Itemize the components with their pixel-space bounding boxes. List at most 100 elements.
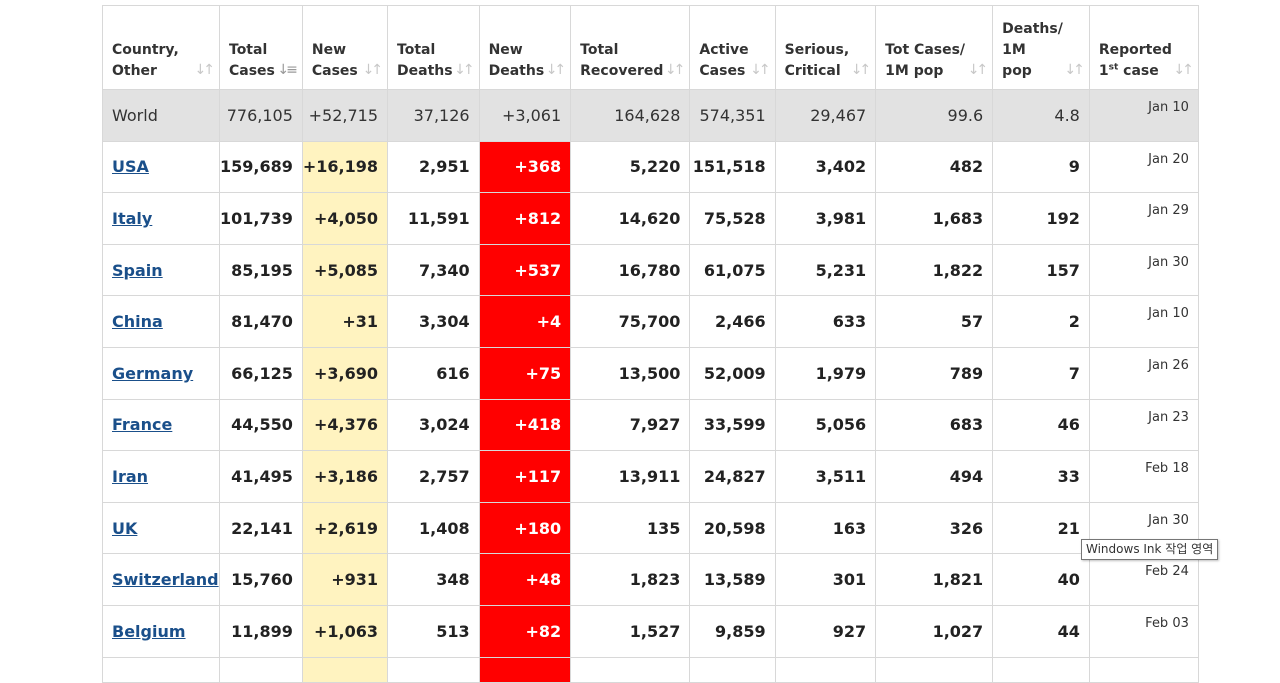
cell-total-deaths: 513 [387,604,480,658]
country-link[interactable]: China [112,312,163,332]
cell-country[interactable]: France [102,398,220,452]
cell-serious-critical: 1,979 [774,346,877,400]
country-link[interactable]: Switzerland [112,570,219,590]
cell-country[interactable]: China [102,295,220,348]
column-header-tot-cases-per-1m[interactable]: Tot Cases/1M pop ↓↑ [875,5,994,90]
column-header-active-cases[interactable]: Active Cases ↓↑ [689,5,776,90]
column-header-label: Total Deaths [397,42,453,79]
cell-tot-cases-per-1m: 1,821 [875,553,994,606]
cell-new-cases: +3,186 [301,450,389,503]
sort-arrows-icon[interactable]: ↓↑ [545,62,567,78]
table-row: France 44,550 +4,376 3,024 +418 7,927 33,599 5,… [102,398,1199,452]
cell-new-cases: +931 [301,553,389,606]
cell-country[interactable]: Italy [102,192,220,245]
sort-arrows-icon[interactable]: ↓↑ [967,62,989,78]
country-link[interactable]: France [112,415,173,435]
country-link[interactable]: Spain [112,260,163,280]
cell-new-deaths: +3,061 [478,89,572,142]
cell-total-deaths: 2,757 [387,450,480,503]
sort-arrows-icon[interactable]: ↓↑ [664,62,686,78]
cell-active-cases: 75,528 [689,192,776,245]
table-header-row: Country, Other ↓↑ Total Cases ↓≡ New Cases ↓↑ Tot… [102,5,1199,90]
column-header-total-cases[interactable]: Total Cases ↓≡ [219,5,303,90]
cell-total-cases: 22,141 [219,501,303,555]
country-link[interactable]: Italy [112,208,153,228]
cell-serious-critical: 633 [774,295,877,348]
sort-arrows-icon[interactable]: ↓↑ [362,62,384,78]
cell-new-cases: +52,715 [301,89,389,142]
sort-arrows-icon[interactable]: ↓↑ [194,62,216,78]
sort-desc-icon[interactable]: ↓≡ [277,62,298,78]
cell-active-cases: 9,859 [689,604,776,658]
cell-tot-cases-per-1m: 789 [875,346,994,400]
cell-first-case: Feb 24 [1088,553,1199,606]
cell-new-deaths: +180 [478,501,572,555]
country-link[interactable]: Iran [112,466,149,486]
sort-arrows-icon[interactable]: ↓↑ [750,62,771,78]
cell-serious-critical: 301 [774,553,877,606]
column-header-first-case[interactable]: Reported 1st case ↓↑ [1088,5,1199,90]
cell-active-cases: 20,598 [689,501,776,555]
table-row-partial [102,656,1199,683]
cell-serious-critical: 5,231 [774,243,877,297]
cell-new-deaths: +368 [478,140,572,194]
sort-arrows-icon[interactable]: ↓↑ [850,62,872,78]
cell-new-deaths: +82 [478,604,572,658]
windows-ink-tooltip: Windows Ink 작업 영역 [1081,539,1219,560]
column-header-country[interactable]: Country, Other ↓↑ [102,5,220,90]
column-header-new-deaths[interactable]: New Deaths ↓↑ [478,5,572,90]
table-row: Spain 85,195 +5,085 7,340 +537 16,780 61,075 5,… [102,243,1199,297]
cell-first-case: Jan 29 [1088,192,1199,245]
cell-total-deaths: 1,408 [387,501,480,555]
column-header-label: Deaths/1M pop [1002,21,1063,79]
cell-country[interactable]: Switzerland [102,553,220,606]
cell-total-recovered: 164,628 [570,89,691,142]
cell-tot-cases-per-1m: 1,683 [875,192,994,245]
cell-active-cases: 24,827 [689,450,776,503]
column-header-label: New Cases [311,42,358,79]
cell-total-recovered [570,656,691,683]
country-link[interactable]: Belgium [112,621,186,641]
cell-total-cases: 15,760 [219,553,303,606]
cell-deaths-per-1m: 7 [992,346,1090,400]
cell-total-recovered: 135 [570,501,691,555]
cell-new-cases: +1,063 [301,604,389,658]
cell-total-deaths: 3,304 [387,295,480,348]
cell-total-deaths: 348 [387,553,480,606]
cell-country[interactable]: Iran [102,450,220,503]
column-header-total-deaths[interactable]: Total Deaths ↓↑ [387,5,480,90]
cell-first-case: Jan 26 [1088,346,1199,400]
cell-deaths-per-1m: 33 [992,450,1090,503]
country-link[interactable]: Germany [112,363,194,383]
country-link[interactable]: USA [112,157,149,177]
cell-country[interactable]: USA [102,140,220,194]
cell-country[interactable]: Belgium [102,604,220,658]
cell-serious-critical: 5,056 [774,398,877,452]
table-row: Germany 66,125 +3,690 616 +75 13,500 52,009 1,9… [102,346,1199,400]
column-header-label: Country, Other [112,42,179,79]
sort-arrows-icon[interactable]: ↓↑ [1173,62,1194,78]
cell-deaths-per-1m: 46 [992,398,1090,452]
column-header-label: New Deaths [488,42,545,79]
cell-total-cases: 11,899 [219,604,303,658]
cell-active-cases: 2,466 [689,295,776,348]
cell-first-case: Feb 18 [1088,450,1199,503]
cell-tot-cases-per-1m: 1,822 [875,243,994,297]
sort-arrows-icon[interactable]: ↓↑ [454,62,475,78]
cell-country[interactable]: Spain [102,243,220,297]
cell-total-deaths: 2,951 [387,140,480,194]
cell-new-cases [301,656,389,683]
column-header-serious-critical[interactable]: Serious, Critical ↓↑ [774,5,877,90]
cell-country[interactable]: Germany [102,346,220,400]
cell-new-deaths: +117 [478,450,572,503]
sort-arrows-icon[interactable]: ↓↑ [1064,62,1085,78]
cell-country[interactable]: UK [102,501,220,555]
cell-deaths-per-1m: 44 [992,604,1090,658]
cell-new-cases: +4,376 [301,398,389,452]
cell-new-cases: +16,198 [301,140,389,194]
cell-total-recovered: 1,823 [570,553,691,606]
country-link[interactable]: UK [112,518,138,538]
column-header-deaths-per-1m[interactable]: Deaths/1M pop ↓↑ [992,5,1090,90]
column-header-new-cases[interactable]: New Cases ↓↑ [301,5,389,90]
column-header-total-recovered[interactable]: Total Recovered ↓↑ [570,5,691,90]
